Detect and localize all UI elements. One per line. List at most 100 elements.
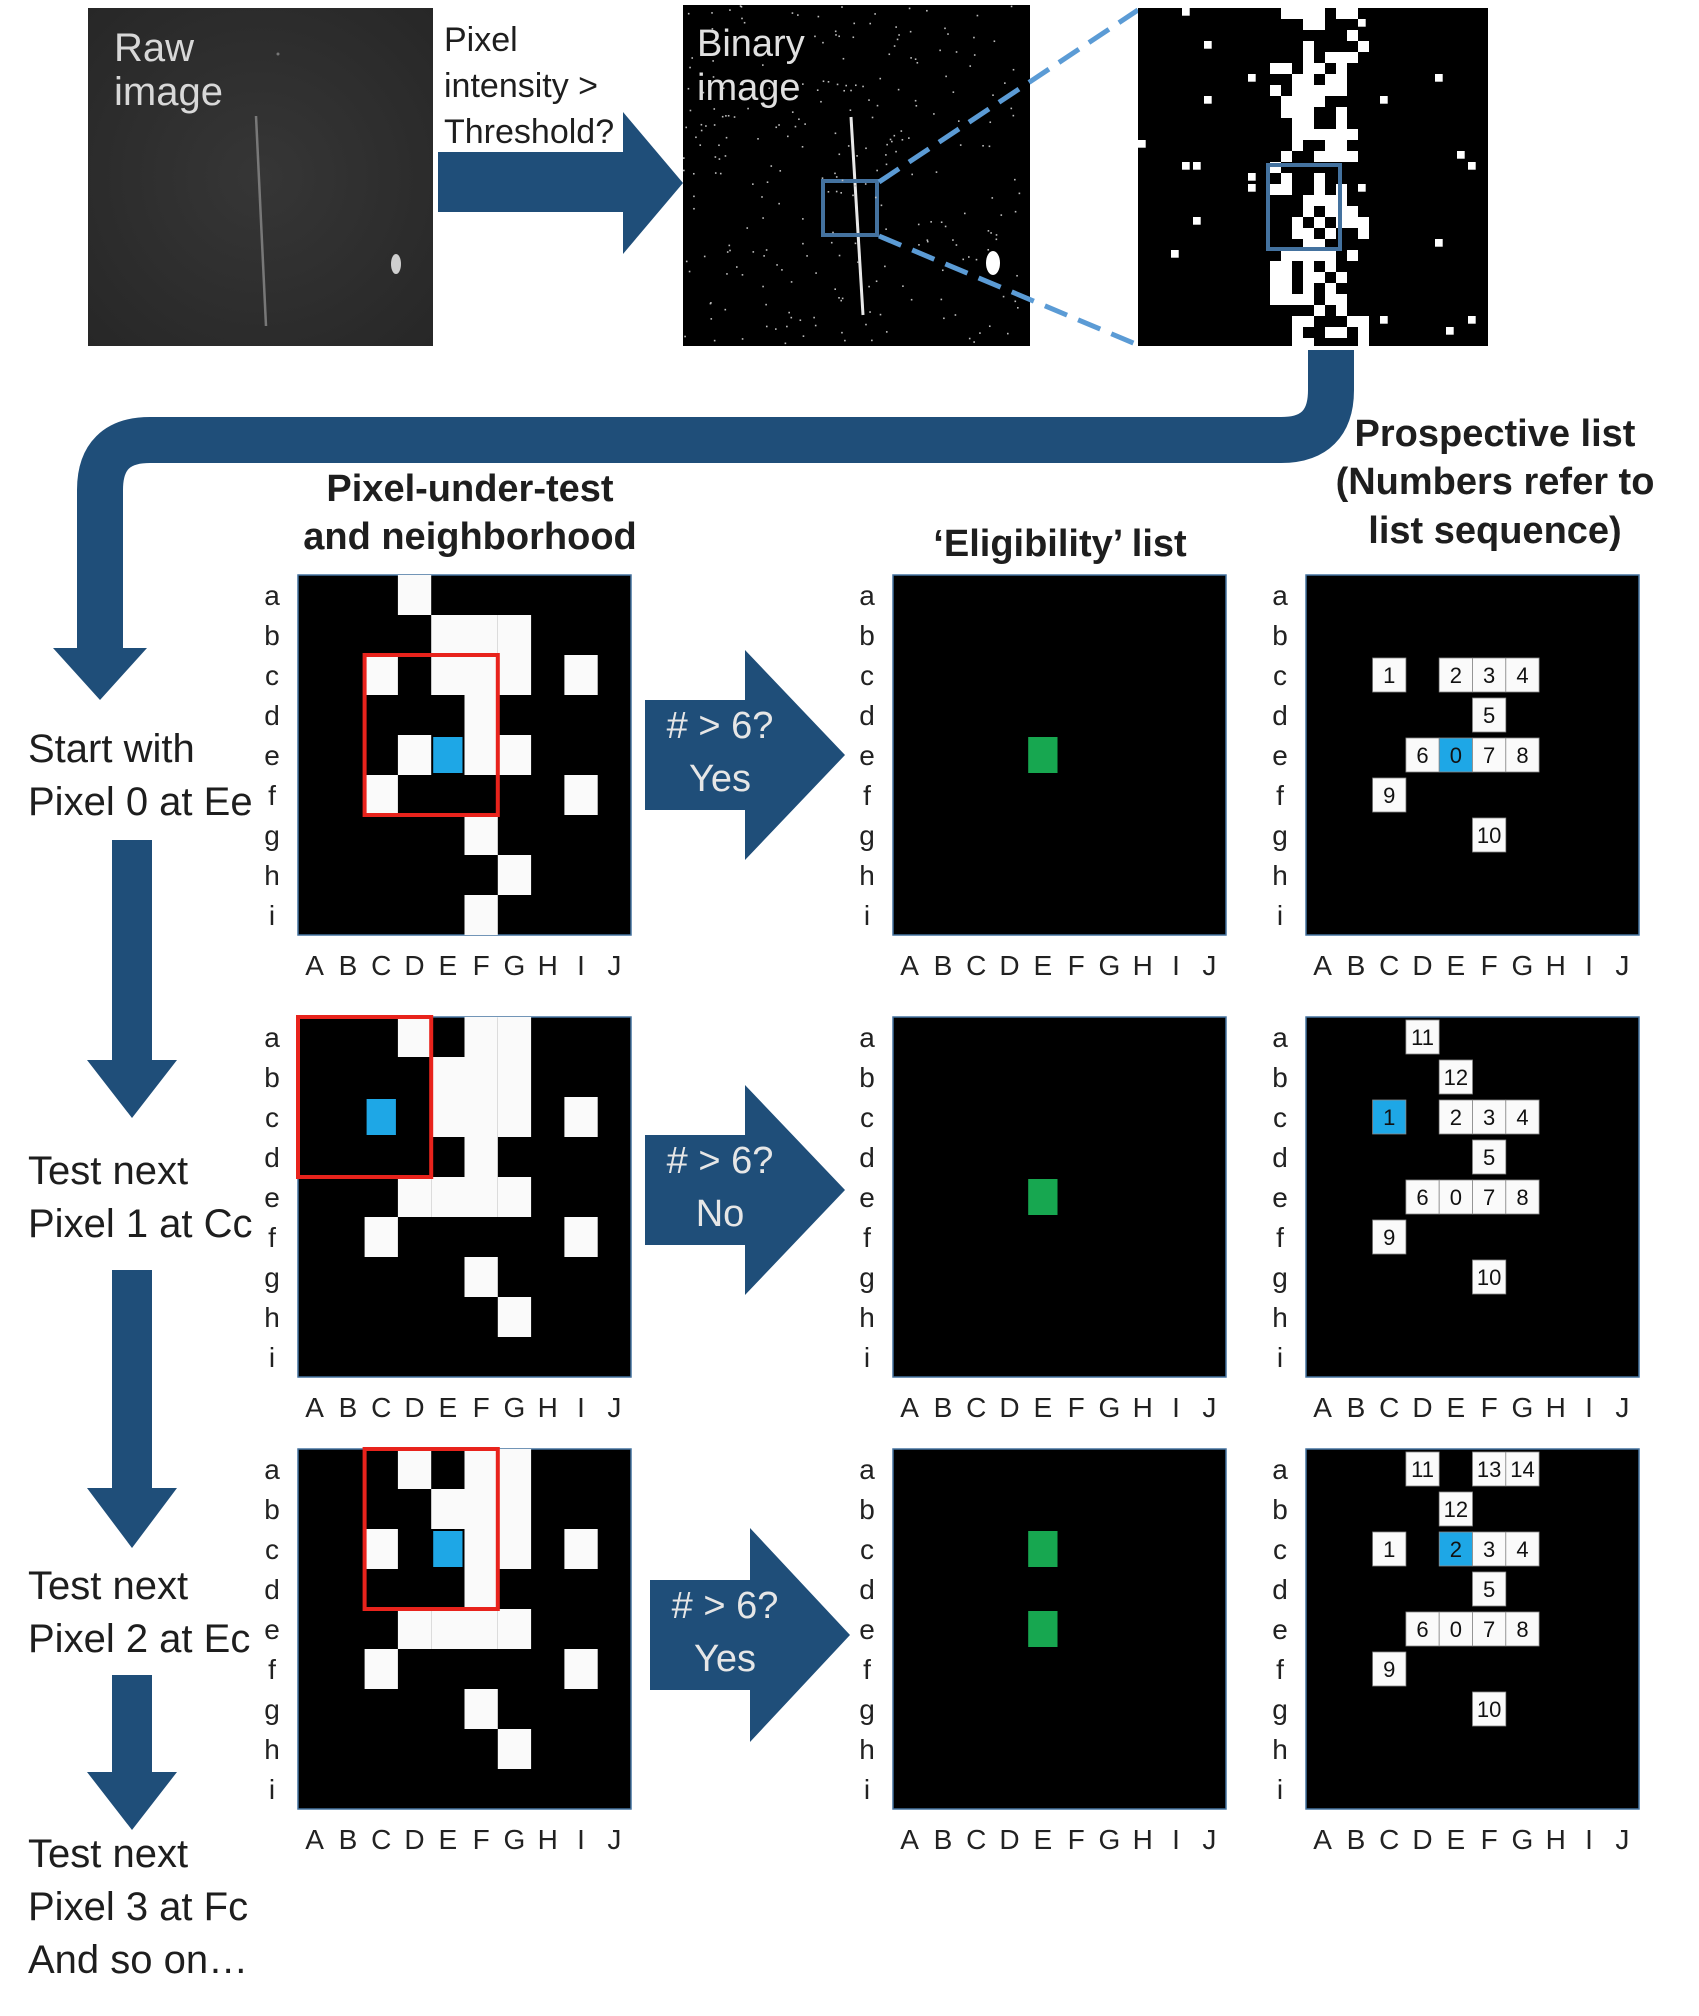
neighborhood-grid-2-col-label-D: D [404,1392,424,1423]
zoom-noise-pixel [1435,239,1443,247]
neighborhood-grid-2-on-pixel [464,1257,498,1297]
binary-noise-speck [788,311,790,314]
prospective-grid-3-col-label-B: B [1347,1824,1366,1855]
zoom-streak-pixel [1325,129,1336,140]
neighborhood-grid-3-on-pixel [464,1609,498,1649]
zoom-noise-pixel [1435,74,1443,82]
neighborhood-grid-1-on-pixel [464,815,498,855]
binary-noise-speck [891,140,893,143]
neighborhood-grid-3-on-pixel [564,1649,598,1689]
binary-noise-speck [879,77,882,80]
zoom-streak-pixel [1336,63,1347,74]
neighborhood-grid-1-row-label-c: c [265,660,279,691]
binary-noise-speck [898,34,900,36]
neighborhood-grid-3-col-label-H: H [538,1824,558,1855]
zoom-noise-pixel [1314,85,1322,93]
zoom-streak-pixel [1325,206,1336,217]
zoom-noise-pixel [1204,41,1212,49]
eligibility-grid-2-row-label-d: d [859,1142,875,1173]
binary-noise-speck [911,173,913,176]
eligibility-grid-3-col-label-F: F [1068,1824,1085,1855]
prospective-grid-2-list-number: 4 [1516,1105,1528,1130]
zoom-streak-pixel [1314,129,1325,140]
zoom-streak-pixel [1314,250,1325,261]
binary-noise-speck [854,185,856,187]
neighborhood-grid-1-on-pixel [464,895,498,935]
zoom-streak-pixel [1270,162,1281,173]
binary-noise-speck [787,135,789,138]
neighborhood-grid-2-row-label-d: d [264,1142,280,1173]
binary-noise-speck [874,13,876,15]
prospective-grid-1-list-number: 6 [1416,743,1428,768]
zoom-noise-pixel [1468,316,1476,324]
binary-noise-speck [845,84,847,87]
test-arrow-3 [650,1528,850,1742]
binary-noise-speck [838,254,841,257]
binary-noise-speck [834,172,836,175]
eligibility-grid-1-row-label-d: d [859,700,875,731]
eligibility-grid-1-col-label-G: G [1099,950,1121,981]
prospective-grid-2-list-cell [1472,1099,1507,1135]
binary-noise-speck [725,115,727,117]
binary-noise-speck [794,125,797,128]
binary-noise-speck [973,54,976,56]
binary-noise-speck [900,130,903,132]
prospective-grid-2-list-number: 2 [1450,1105,1462,1130]
header-prospective-line2: (Numbers refer to [1335,461,1655,504]
binary-noise-speck [838,153,841,156]
neighborhood-grid-1-row-label-a: a [264,580,280,611]
zoom-streak-pixel [1303,129,1314,140]
binary-noise-speck [743,21,746,24]
zoom-streak-pixel [1292,8,1303,19]
zoom-streak-pixel [1281,63,1292,74]
binary-noise-speck [1012,68,1015,71]
binary-noise-speck [822,80,825,83]
binary-noise-speck [840,299,843,302]
binary-noise-speck [952,91,955,93]
binary-noise-speck [791,12,794,14]
prospective-grid-2-list-number: 12 [1444,1065,1468,1090]
neighborhood-grid-2-on-pixel [464,1177,498,1217]
prospective-grid-2-list-cell [1438,1179,1473,1215]
neighborhood-grid-1-row-label-g: g [264,820,280,851]
prospective-grid-3-row-label-d: d [1272,1574,1288,1605]
header-eligibility-text: ‘Eligibility’ list [933,523,1187,565]
neighborhood-grid-3-col-label-A: A [305,1824,324,1855]
binary-noise-speck [741,274,744,276]
neighborhood-grid-1-row-label-f: f [268,780,276,811]
binary-noise-speck [709,302,712,305]
neighborhood-grid-1-row-label-d: d [264,700,280,731]
zoom-streak-pixel [1303,8,1314,19]
prospective-grid-1-row-label-d: d [1272,700,1288,731]
binary-noise-speck [778,124,780,126]
binary-noise-speck [918,244,920,246]
test-2-label: # > 6? No [645,1135,795,1241]
zoom-streak-pixel [1314,195,1325,206]
neighborhood-grid-3-on-pixel [364,1529,398,1569]
test-3-answer: Yes [694,1638,756,1681]
neighborhood-grid-3-on-pixel [497,1609,532,1649]
prospective-grid-1-col-label-D: D [1412,950,1432,981]
prospective-grid-1-col-label-H: H [1546,950,1566,981]
binary-noise-speck [802,335,805,337]
neighborhood-grid-1-col-label-B: B [339,950,358,981]
binary-noise-speck [908,137,910,139]
binary-noise-speck [943,317,945,320]
prospective-grid-3-list-number: 1 [1383,1537,1395,1562]
step-2-line1: Test next [28,1564,189,1608]
eligibility-grid-1-col-label-E: E [1034,950,1053,981]
binary-noise-speck [988,145,991,148]
binary-noise-speck [916,61,919,64]
neighborhood-grid-3-row-label-d: d [264,1574,280,1605]
neighborhood-grid-2-row-label-b: b [264,1062,280,1093]
zoom-streak-pixel [1292,140,1303,151]
zoom-streak-pixel [1336,294,1347,305]
binary-noise-speck [713,124,716,126]
zoom-streak-pixel [1270,63,1281,74]
prospective-grid-2-row-label-g: g [1272,1262,1288,1293]
prospective-grid-3-list-number: 9 [1383,1657,1395,1682]
binary-noise-speck [941,269,944,272]
zoom-streak-pixel [1303,338,1314,346]
binary-noise-speck [885,154,887,156]
zoom-streak-pixel [1325,140,1336,151]
